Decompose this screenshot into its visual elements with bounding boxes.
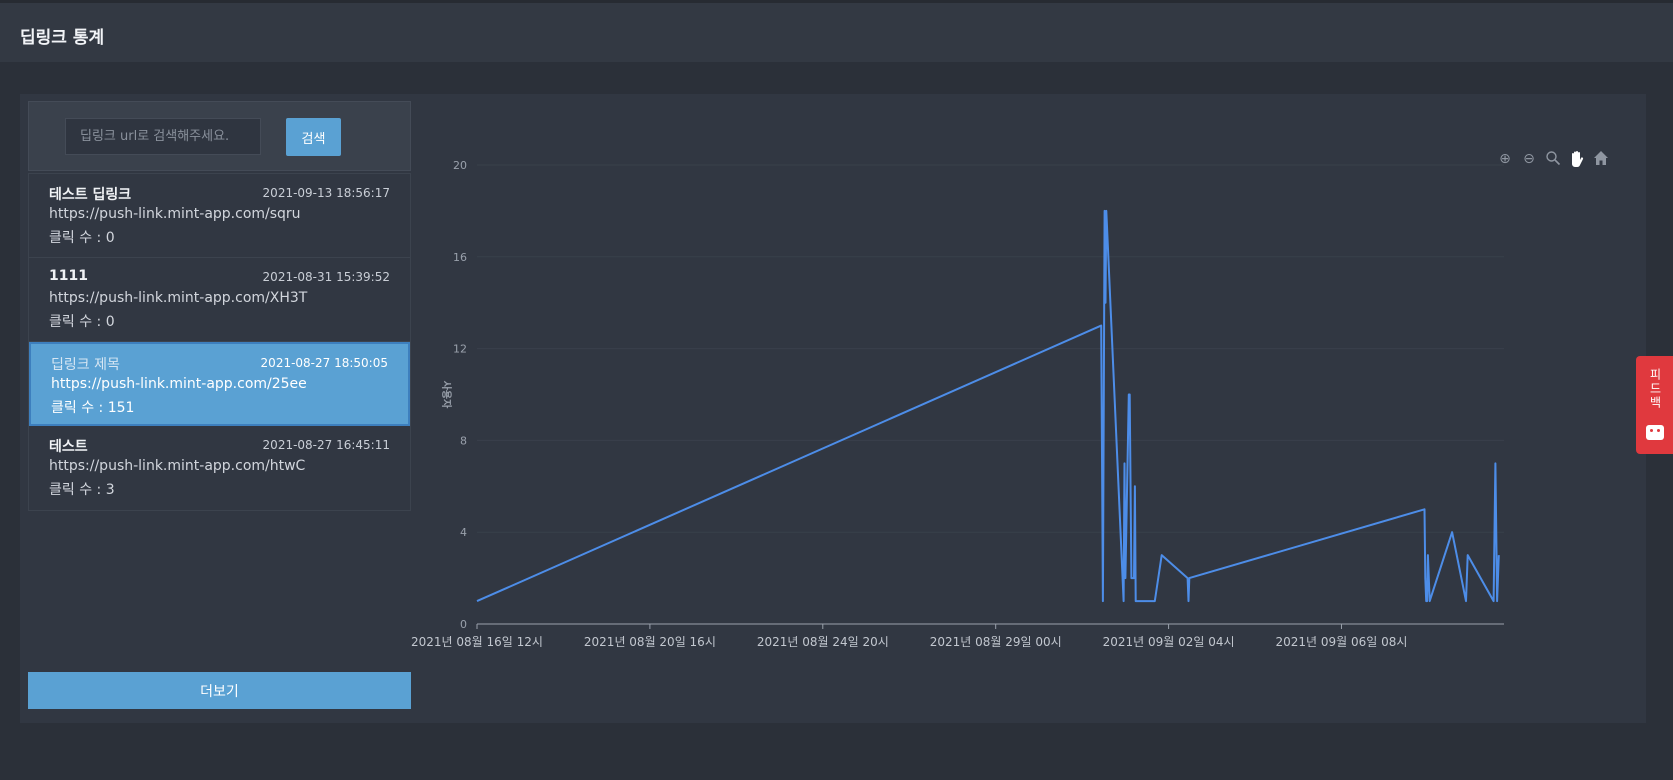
- y-tick-label: 20: [453, 159, 467, 172]
- zoom-reset-icon[interactable]: [1544, 150, 1562, 168]
- deeplink-list-panel: 검색 테스트 딥링크 2021-09-13 18:56:17 https://p…: [28, 101, 411, 713]
- search-bar: 검색: [28, 101, 411, 171]
- y-tick-label: 12: [453, 343, 467, 356]
- list-item[interactable]: 1111 2021-08-31 15:39:52 https://push-li…: [29, 258, 410, 342]
- feedback-chat-icon: [1646, 425, 1664, 440]
- link-title: 테스트: [49, 439, 88, 455]
- x-tick-label: 2021년 09월 02일 04시: [1103, 635, 1235, 649]
- x-tick-label: 2021년 08월 24일 20시: [757, 635, 889, 649]
- feedback-tab[interactable]: 피드백: [1636, 356, 1673, 454]
- x-tick-label: 2021년 08월 20일 16시: [584, 635, 716, 649]
- y-axis-label: 사용자: [440, 381, 453, 409]
- link-click-count: 클릭 수 : 3: [49, 482, 115, 498]
- link-click-count: 클릭 수 : 151: [51, 400, 135, 416]
- feedback-label: 피드백: [1648, 368, 1662, 410]
- chart-area: 0 4 8 12 16 20 2021년 08월 16일 12시 2021년 08월 20일 …: [411, 94, 1646, 723]
- link-title: 테스트 딥링크: [49, 187, 132, 203]
- y-tick-label: 8: [460, 434, 467, 447]
- link-click-count: 클릭 수 : 0: [49, 230, 115, 246]
- load-more-button[interactable]: 더보기: [28, 672, 411, 709]
- line-chart[interactable]: 0 4 8 12 16 20 2021년 08월 16일 12시 2021년 08월 20일 …: [411, 94, 1646, 723]
- link-url: https://push-link.mint-app.com/XH3T: [49, 290, 308, 306]
- search-input[interactable]: [65, 118, 261, 155]
- top-bar: 딥링크 통계: [0, 0, 1673, 62]
- list-item[interactable]: 테스트 딥링크 2021-09-13 18:56:17 https://push…: [29, 174, 410, 258]
- link-url: https://push-link.mint-app.com/25ee: [51, 376, 307, 392]
- link-url: https://push-link.mint-app.com/sqru: [49, 206, 301, 222]
- search-button[interactable]: 검색: [286, 118, 341, 156]
- link-date: 2021-08-31 15:39:52: [262, 270, 390, 284]
- zoom-in-icon[interactable]: ⊕: [1499, 151, 1511, 167]
- page-title: 딥링크 통계: [20, 28, 105, 48]
- x-tick-label: 2021년 08월 16일 12시: [411, 635, 543, 649]
- home-icon[interactable]: [1592, 150, 1610, 168]
- y-tick-label: 4: [460, 526, 467, 539]
- list-item[interactable]: 테스트 2021-08-27 16:45:11 https://push-lin…: [29, 426, 410, 510]
- link-date: 2021-08-27 16:45:11: [262, 438, 390, 452]
- link-click-count: 클릭 수 : 0: [49, 314, 115, 330]
- list-item-selected[interactable]: 딥링크 제목 2021-08-27 18:50:05 https://push-…: [29, 342, 410, 426]
- pan-hand-icon[interactable]: [1568, 150, 1586, 168]
- zoom-out-icon[interactable]: ⊖: [1523, 151, 1535, 167]
- y-tick-label: 16: [453, 251, 467, 264]
- deeplink-list: 테스트 딥링크 2021-09-13 18:56:17 https://push…: [28, 173, 411, 511]
- x-tick-label: 2021년 09월 06일 08시: [1276, 635, 1408, 649]
- x-tick-label: 2021년 08월 29일 00시: [930, 635, 1062, 649]
- series-line: [476, 209, 1500, 603]
- y-tick-label: 0: [460, 618, 467, 631]
- link-url: https://push-link.mint-app.com/htwC: [49, 458, 306, 474]
- link-date: 2021-09-13 18:56:17: [262, 186, 390, 200]
- link-date: 2021-08-27 18:50:05: [260, 356, 388, 370]
- link-title: 1111: [49, 268, 88, 284]
- link-title: 딥링크 제목: [51, 357, 120, 373]
- chart-toolbox: ⊕ ⊖: [1496, 150, 1610, 170]
